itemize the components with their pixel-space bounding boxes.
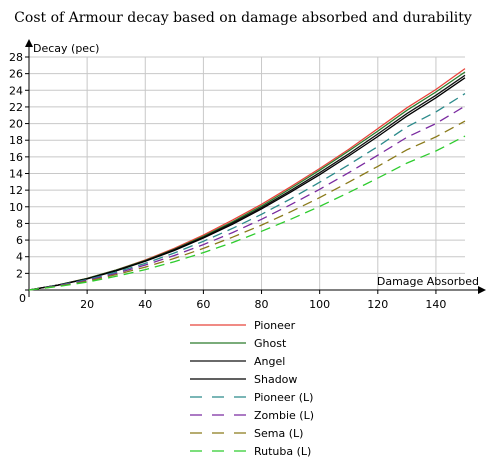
y-tick-label: 12 bbox=[9, 184, 23, 197]
y-tick-label: 8 bbox=[16, 217, 23, 230]
x-tick-label: 60 bbox=[196, 298, 210, 311]
legend-label: Angel bbox=[254, 355, 285, 368]
origin-label: 0 bbox=[19, 292, 26, 305]
y-tick-label: 26 bbox=[9, 68, 23, 81]
x-tick-label: 20 bbox=[80, 298, 94, 311]
series-line-angel bbox=[28, 74, 466, 291]
series-line-zombie-l bbox=[28, 105, 466, 291]
series-line-shadow bbox=[28, 77, 466, 291]
y-tick-label: 28 bbox=[9, 51, 23, 64]
y-tick-label: 20 bbox=[9, 118, 23, 131]
y-tick-label: 18 bbox=[9, 134, 23, 147]
series-lines bbox=[28, 68, 466, 291]
x-axis-label: Damage Absorbed bbox=[377, 275, 479, 288]
legend-label: Zombie (L) bbox=[254, 409, 314, 422]
legend-label: Rutuba (L) bbox=[254, 445, 311, 458]
series-line-sema-l bbox=[28, 120, 466, 291]
series-line-ghost bbox=[28, 71, 466, 291]
y-tick-label: 2 bbox=[16, 267, 23, 280]
x-tick-label: 80 bbox=[255, 298, 269, 311]
x-axis-arrow bbox=[478, 286, 486, 294]
series-line-pioneer-l bbox=[28, 93, 466, 291]
x-tick-label: 100 bbox=[309, 298, 330, 311]
legend-label: Ghost bbox=[254, 337, 287, 350]
y-tick-label: 16 bbox=[9, 151, 23, 164]
x-tick-label: 120 bbox=[367, 298, 388, 311]
legend: Pioneer Ghost Angel Shadow Pioneer (L) Zombie… bbox=[190, 319, 314, 458]
series-line-rutuba-l bbox=[28, 135, 466, 291]
y-tick-label: 6 bbox=[16, 234, 23, 247]
chart-title: Cost of Armour decay based on damage abs… bbox=[14, 10, 472, 26]
x-tick-label: 40 bbox=[138, 298, 152, 311]
y-tick-label: 24 bbox=[9, 84, 23, 97]
grid bbox=[29, 56, 465, 290]
y-tick-label: 14 bbox=[9, 168, 23, 181]
y-axis-arrow bbox=[25, 39, 33, 47]
x-tick-label: 140 bbox=[425, 298, 446, 311]
y-tick-label: 4 bbox=[16, 251, 23, 264]
legend-label: Shadow bbox=[254, 373, 297, 386]
y-tick-label: 10 bbox=[9, 201, 23, 214]
legend-label: Pioneer bbox=[254, 319, 296, 332]
y-axis-label: Decay (pec) bbox=[33, 42, 99, 55]
legend-label: Pioneer (L) bbox=[254, 391, 313, 404]
legend-label: Sema (L) bbox=[254, 427, 303, 440]
y-tick-label: 22 bbox=[9, 101, 23, 114]
